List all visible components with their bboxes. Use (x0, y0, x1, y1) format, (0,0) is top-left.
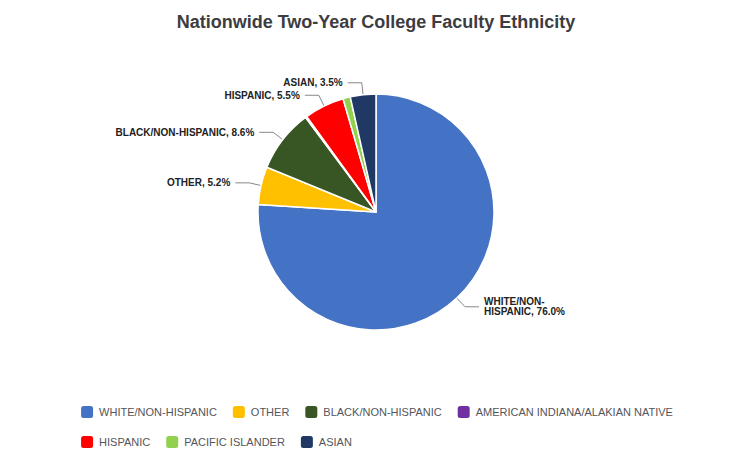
svg-text:AMERICAN INDIANA/ALAKIAN NATIV: AMERICAN INDIANA/ALAKIAN NATIVE (476, 406, 673, 418)
svg-text:WHITE/NON-HISPANIC: WHITE/NON-HISPANIC (99, 406, 217, 418)
svg-text:PACIFIC ISLANDER: PACIFIC ISLANDER (184, 436, 285, 448)
svg-text:OTHER: OTHER (251, 406, 290, 418)
svg-text:BLACK/NON-HISPANIC, 8.6%: BLACK/NON-HISPANIC, 8.6% (116, 127, 255, 138)
svg-text:ASIAN, 3.5%: ASIAN, 3.5% (283, 77, 343, 88)
svg-text:Nationwide Two-Year College Fa: Nationwide Two-Year College Faculty Ethn… (177, 12, 576, 32)
svg-text:HISPANIC, 5.5%: HISPANIC, 5.5% (224, 90, 299, 101)
svg-text:ASIAN: ASIAN (319, 436, 352, 448)
svg-text:HISPANIC: HISPANIC (99, 436, 150, 448)
svg-text:BLACK/NON-HISPANIC: BLACK/NON-HISPANIC (323, 406, 441, 418)
svg-text:WHITE/NON-: WHITE/NON- (484, 296, 545, 308)
svg-text:OTHER, 5.2%: OTHER, 5.2% (167, 177, 230, 188)
svg-text:HISPANIC, 76.0%: HISPANIC, 76.0% (484, 306, 565, 317)
